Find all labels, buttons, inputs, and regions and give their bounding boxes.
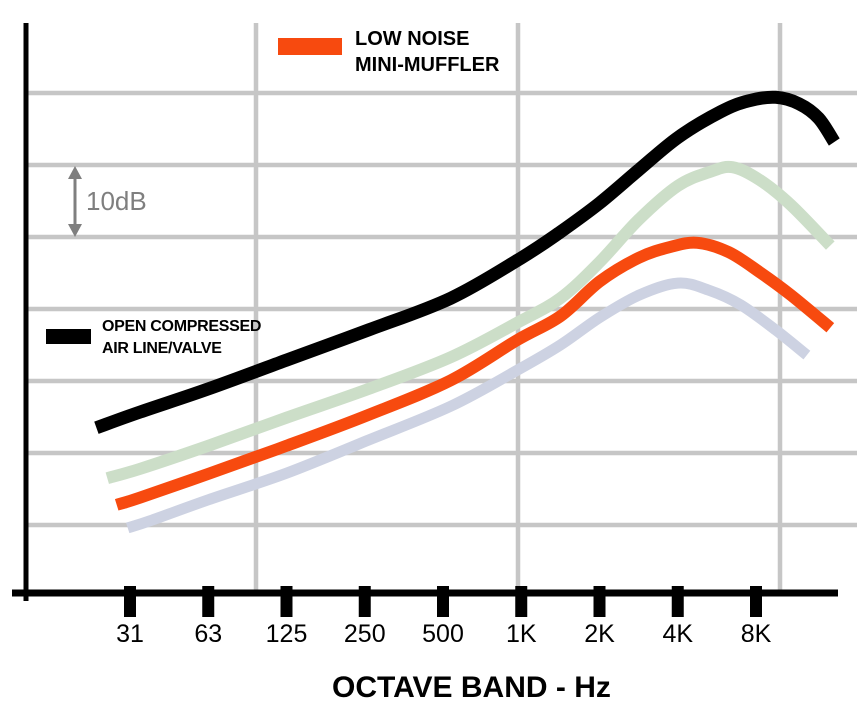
ten-db-arrow-head-up xyxy=(68,166,82,179)
mini-muffler-label-line1: LOW NOISE xyxy=(355,28,470,50)
x-tick-label: 63 xyxy=(194,620,223,648)
x-axis-tick xyxy=(593,586,606,617)
x-axis-tick xyxy=(280,586,293,617)
axis-tick-marks xyxy=(124,586,762,617)
mini-muffler-swatch xyxy=(278,38,342,55)
x-tick-label: 1K xyxy=(505,620,537,648)
x-tick-label: 250 xyxy=(343,620,386,648)
x-tick-label: 125 xyxy=(265,620,308,648)
ten-db-scale-arrow-icon xyxy=(68,166,82,237)
gridlines xyxy=(26,23,857,590)
mini-muffler-label: LOW NOISE MINI-MUFFLER xyxy=(355,26,499,78)
x-tick-label: 4K xyxy=(662,620,694,648)
noise-curves xyxy=(94,90,840,534)
ten-db-arrow-head-down xyxy=(68,224,82,237)
x-tick-label: 500 xyxy=(422,620,464,648)
open-air-line-swatch xyxy=(46,329,91,344)
curve-unlabeled-green xyxy=(105,160,835,484)
x-tick-label: 2K xyxy=(584,620,615,648)
legend-open-air-line: OPEN COMPRESSED AIR LINE/VALVE xyxy=(46,316,261,360)
curve-open-compressed-air-line-valve xyxy=(94,90,840,434)
x-axis-title: OCTAVE BAND - Hz xyxy=(332,671,611,704)
x-tick-label: 31 xyxy=(116,620,144,648)
x-axis-tick xyxy=(671,586,684,617)
ten-db-label: 10dB xyxy=(86,186,147,216)
x-axis-tick xyxy=(124,586,136,617)
mini-muffler-label-line2: MINI-MUFFLER xyxy=(355,54,500,76)
curve-unlabeled-lavender xyxy=(126,277,811,534)
legend-mini-muffler: LOW NOISE MINI-MUFFLER xyxy=(278,26,499,78)
x-axis-tick xyxy=(750,586,762,617)
open-air-line-label-line2: AIR LINE/VALVE xyxy=(102,340,222,357)
x-axis-tick xyxy=(515,586,528,617)
x-axis-tick xyxy=(358,586,371,617)
x-tick-label: 8K xyxy=(740,620,772,648)
open-air-line-label-line1: OPEN COMPRESSED xyxy=(102,318,262,335)
open-air-line-label: OPEN COMPRESSED AIR LINE/VALVE xyxy=(102,316,261,360)
axes xyxy=(12,23,838,601)
x-axis-tick xyxy=(437,586,449,617)
x-axis-tick xyxy=(202,586,215,617)
curve-low-noise-mini-muffler xyxy=(114,236,835,511)
